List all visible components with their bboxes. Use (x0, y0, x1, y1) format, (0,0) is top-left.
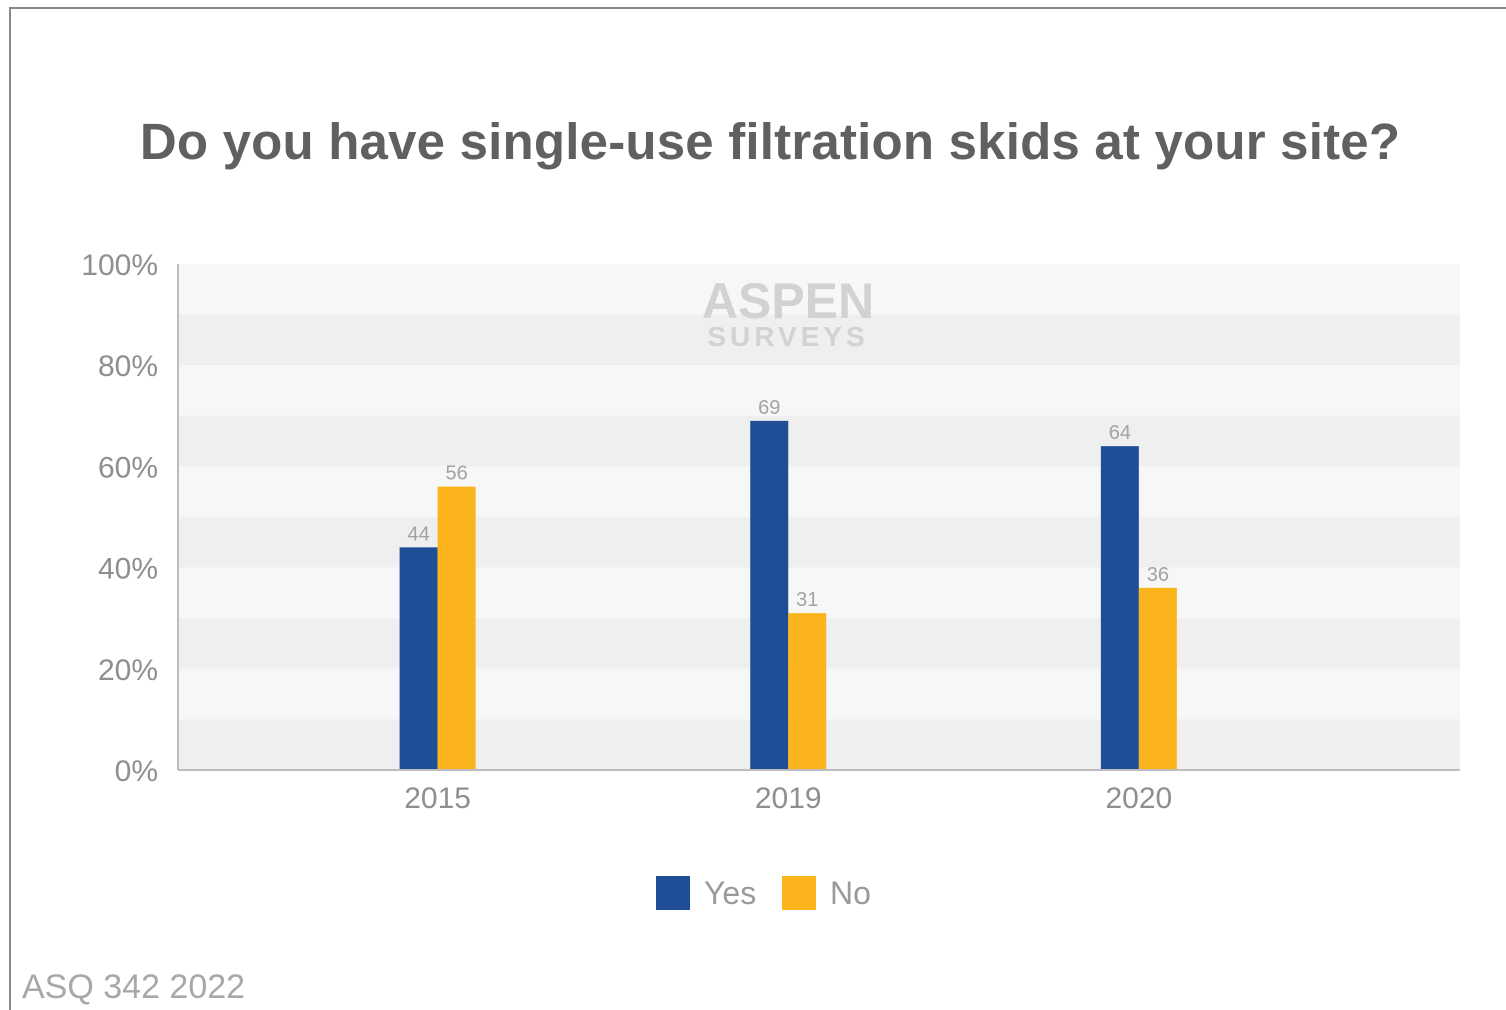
bar-no-2019 (788, 613, 827, 770)
grid-band (178, 264, 1460, 315)
bar-no-2015 (437, 486, 476, 770)
grid-band (178, 314, 1460, 366)
y-axis-ticks: 0% 20% 40% 60% 80% 100% (81, 249, 158, 788)
grid-band (178, 415, 1460, 467)
chart-title: Do you have single-use filtration skids … (139, 113, 1401, 170)
legend-swatch-no (782, 876, 816, 910)
legend: Yes No (656, 875, 871, 911)
bars (399, 420, 1177, 770)
data-label: 31 (796, 589, 818, 611)
aspen-surveys-watermark: ASPEN SURVEYS (702, 273, 874, 352)
source-note: ASQ 342 2022 (22, 968, 246, 1006)
x-axis-ticks: 2015 2019 2020 (404, 782, 1172, 815)
y-tick-label: 100% (81, 249, 158, 282)
y-tick-label: 0% (115, 755, 158, 788)
bar-yes-2015 (399, 547, 438, 770)
bar-no-2020 (1138, 587, 1177, 770)
grid-band (178, 517, 1460, 568)
axes (177, 264, 1460, 771)
bar-yes-2020 (1100, 446, 1139, 770)
grid-band (178, 466, 1460, 517)
watermark-line2: SURVEYS (707, 321, 868, 352)
legend-label-yes: Yes (704, 875, 756, 911)
data-label: 64 (1109, 422, 1131, 444)
y-tick-label: 40% (98, 553, 158, 586)
y-tick-label: 20% (98, 654, 158, 687)
data-label: 36 (1147, 564, 1169, 586)
grid-band (178, 365, 1460, 416)
data-labels: 44 56 69 31 64 36 (407, 397, 1169, 611)
legend-swatch-yes (656, 876, 690, 910)
watermark-line1: ASPEN (702, 273, 874, 329)
x-tick-label: 2015 (404, 782, 471, 815)
data-label: 44 (407, 523, 429, 545)
x-tick-label: 2020 (1105, 782, 1172, 815)
grid-band (178, 567, 1460, 619)
y-tick-label: 80% (98, 350, 158, 383)
data-label: 56 (445, 463, 467, 485)
x-tick-label: 2019 (755, 782, 822, 815)
bar-yes-2019 (750, 420, 789, 770)
legend-label-no: No (830, 875, 871, 911)
data-label: 69 (758, 397, 780, 419)
y-tick-label: 60% (98, 451, 158, 484)
